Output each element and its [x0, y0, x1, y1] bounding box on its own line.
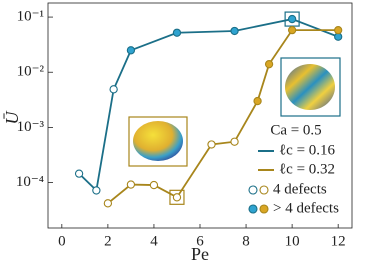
inset-right	[280, 57, 341, 117]
x-tick-label: 12	[331, 233, 346, 249]
point	[287, 14, 297, 24]
point	[287, 25, 297, 35]
x-tick-label: 10	[285, 233, 300, 249]
legend-label: ℓc = 0.16	[279, 142, 336, 158]
series-line	[107, 29, 339, 205]
y-tick-label: 10⁻⁴	[16, 174, 44, 190]
x-tick-label: 0	[58, 233, 66, 249]
legend-marker	[248, 185, 258, 195]
highlight-box	[169, 189, 185, 205]
legend-title: Ca = 0.5	[270, 122, 321, 138]
legend-label: > 4 defects	[273, 200, 339, 216]
series-line	[78, 18, 339, 193]
legend-marker	[259, 185, 269, 195]
point	[207, 140, 216, 149]
point	[103, 199, 113, 208]
point	[74, 169, 84, 178]
point	[109, 85, 118, 94]
point	[230, 137, 239, 146]
y-tick-label: 10⁻¹	[17, 9, 44, 25]
point	[126, 180, 136, 189]
x-tick-label: 4	[150, 233, 158, 249]
point	[253, 96, 262, 106]
y-tick-label: 10⁻³	[17, 119, 45, 135]
legend-label: ℓc = 0.32	[279, 161, 335, 177]
inset-left	[128, 116, 188, 167]
y-tick-label: 10⁻²	[17, 64, 45, 80]
legend-label: 4 defects	[273, 181, 327, 197]
point	[172, 28, 182, 37]
point	[334, 25, 343, 35]
point	[172, 193, 182, 202]
point	[92, 186, 101, 195]
legend-marker	[259, 204, 269, 214]
y-axis-label: Ū	[2, 111, 22, 125]
legend-marker	[248, 204, 258, 214]
point	[149, 180, 159, 190]
point	[264, 60, 274, 69]
x-tick-label: 2	[104, 233, 112, 249]
x-tick-label: 8	[242, 233, 250, 249]
point	[126, 46, 136, 55]
point	[230, 26, 239, 36]
x-tick-label: 6	[196, 233, 204, 249]
x-axis-label: Pe	[191, 244, 209, 264]
